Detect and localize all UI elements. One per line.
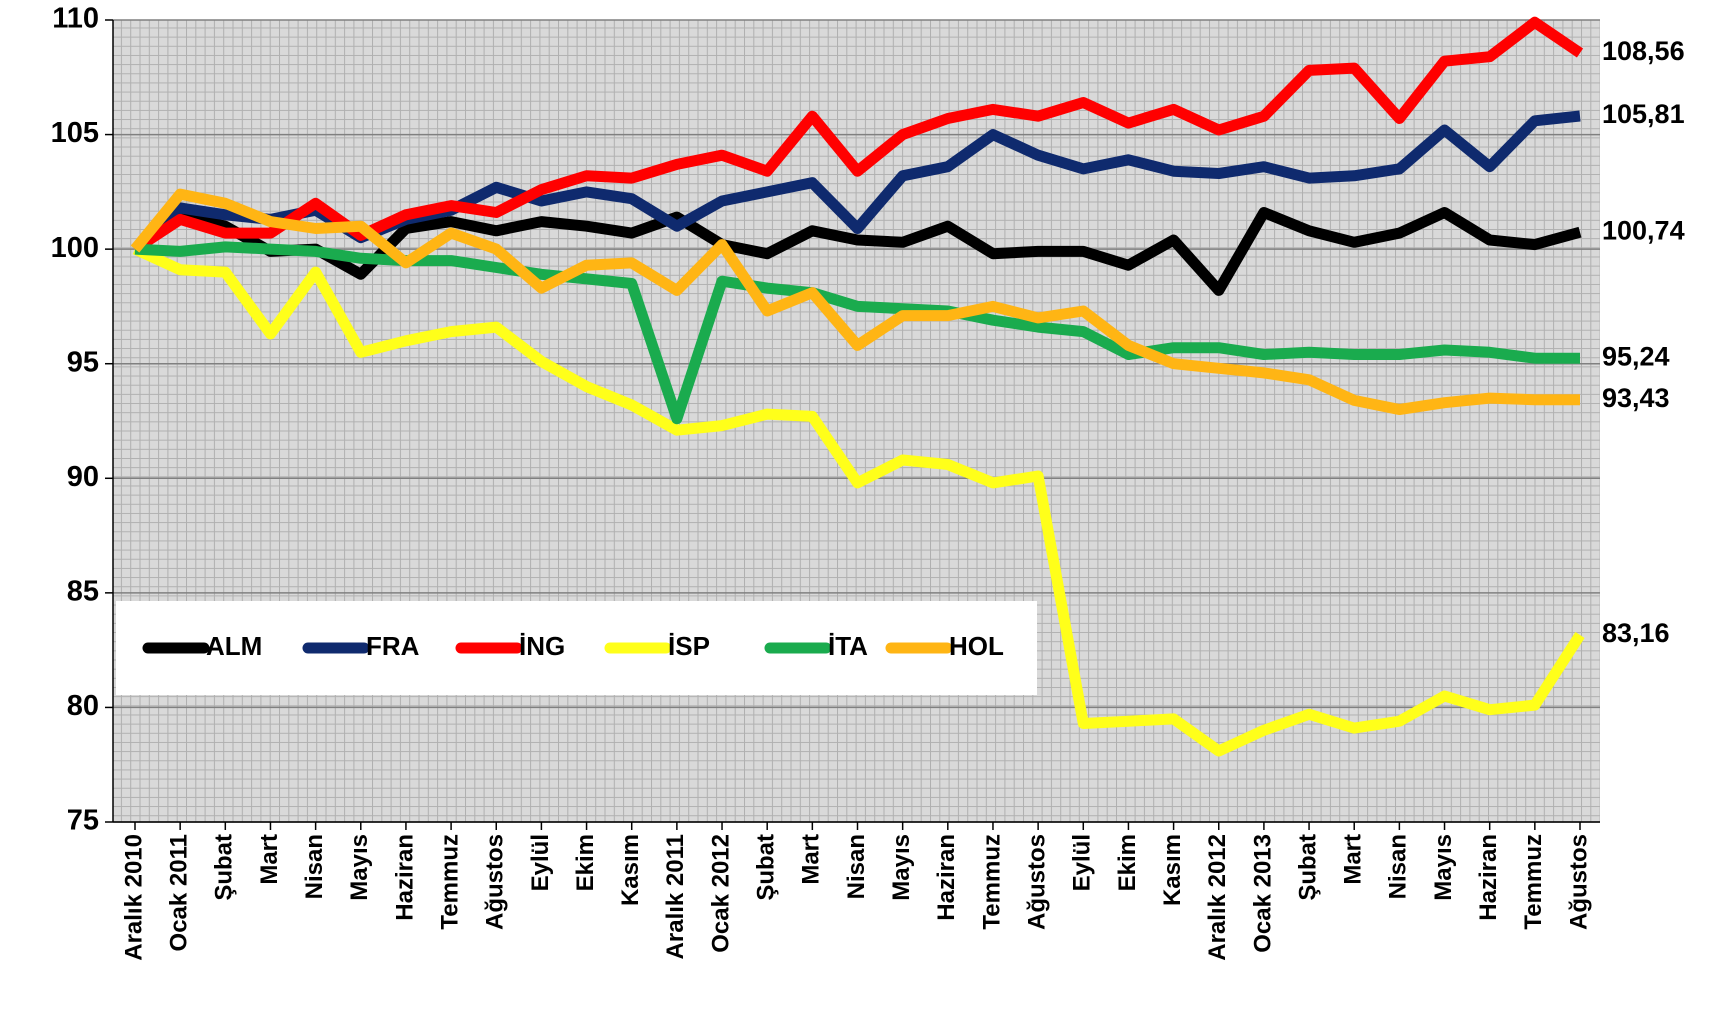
x-tick-label: Nisan [843,834,870,899]
x-tick-label: Nisan [301,834,328,899]
legend-label: İNG [519,631,565,661]
series-line [132,244,1585,757]
y-tick-label: 80 [67,690,99,722]
legend-label: ALM [206,631,262,661]
x-tick-label: Aralık 2010 [120,834,147,961]
x-tick-label: Ağustos [1023,834,1050,930]
x-tick-label: Ocak 2012 [707,834,734,953]
legend: ALM FRA İNG İSP İTA HOL [116,601,1037,695]
series-line [131,16,1584,254]
legend-label: HOL [949,631,1004,661]
x-tick-label: Temmuz [978,834,1005,930]
y-tick-label: 85 [67,576,99,608]
end-label: 83,16 [1602,618,1670,648]
x-tick-label: Temmuz [436,834,463,930]
x-tick-label: Haziran [1475,834,1502,921]
plot-area [113,20,1600,822]
x-tick-label: Şubat [1294,834,1321,901]
x-tick-label: Mayıs [888,834,915,901]
series-line [130,188,1580,415]
legend-box [116,601,1037,695]
y-tick-label: 110 [52,3,99,35]
y-tick-label: 90 [67,461,99,493]
x-tick-label: Aralık 2012 [1204,834,1231,961]
x-tick-label: Haziran [391,834,418,921]
end-label: 95,24 [1602,341,1670,371]
x-tick-label: Mayıs [1430,834,1457,901]
x-tick-label: Mart [256,834,283,885]
x-tick-label: Haziran [933,834,960,921]
x-tick-label: Ekim [572,834,599,891]
x-tick-label: Ocak 2011 [166,834,193,951]
y-tick-label: 105 [51,117,99,149]
end-label: 100,74 [1602,215,1685,245]
end-label: 93,43 [1602,383,1670,413]
x-tick-label: Mart [1340,834,1367,885]
x-tick-label: Mayıs [346,834,373,901]
x-tick-label: Kasım [1159,834,1186,906]
x-tick-label: Eylül [527,834,554,891]
x-tick-label: Şubat [753,834,780,901]
end-label: 105,81 [1602,99,1685,129]
x-tick-label: Ocak 2013 [1249,834,1276,953]
x-tick-label: Eylül [1069,834,1096,891]
legend-label: İTA [828,631,868,661]
x-tick-label: Aralık 2011 [662,834,689,959]
x-tick-label: Nisan [1385,834,1412,899]
y-tick-label: 75 [67,805,99,837]
series-line [134,241,1580,425]
y-tick-label: 100 [51,232,99,264]
x-tick-label: Şubat [211,834,238,901]
legend-label: İSP [668,631,710,661]
x-tick-label: Mart [798,834,825,885]
y-tick-label: 95 [67,346,99,378]
end-label: 108,56 [1602,36,1685,66]
legend-label: FRA [366,631,420,661]
x-tick-label: Kasım [617,834,644,906]
x-tick-label: Temmuz [1520,834,1547,930]
x-tick-label: Ekim [1114,834,1141,891]
x-tick-label: Ağustos [1565,834,1592,930]
x-tick-label: Ağustos [482,834,509,930]
